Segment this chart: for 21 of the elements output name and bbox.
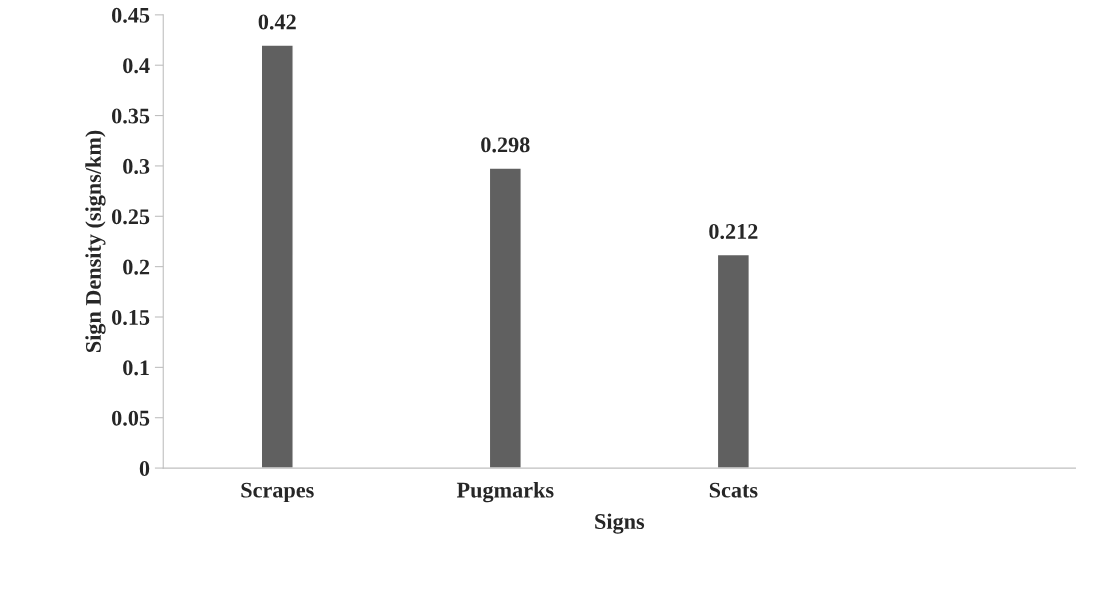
y-tick-label: 0.25 xyxy=(112,209,150,225)
y-tick-label: 0 xyxy=(139,461,150,476)
y-tick-label: 0.05 xyxy=(112,410,150,426)
y-tick-label: 0.4 xyxy=(123,58,150,74)
data-label: 0.298 xyxy=(481,137,530,153)
x-axis-title: Signs xyxy=(595,513,645,534)
y-tick-label: 0.45 xyxy=(112,7,150,23)
y-axis-title: Sign Density (signs/km) xyxy=(85,130,106,353)
bar xyxy=(716,253,751,469)
data-label: 0.212 xyxy=(709,223,758,240)
bar xyxy=(488,167,522,469)
y-tick-label: 0.3 xyxy=(123,158,150,174)
bar xyxy=(260,44,294,469)
y-tick-label: 0.15 xyxy=(112,309,150,326)
y-tick-label: 0.1 xyxy=(123,360,149,376)
y-tick-label: 0.35 xyxy=(112,108,150,124)
x-tick-label: Scrapes xyxy=(241,482,314,503)
y-tick-label: 0.2 xyxy=(123,259,150,275)
x-tick-label: Scats xyxy=(709,482,758,498)
x-tick-label: Pugmarks xyxy=(456,481,554,503)
data-label: 0.42 xyxy=(258,14,296,30)
